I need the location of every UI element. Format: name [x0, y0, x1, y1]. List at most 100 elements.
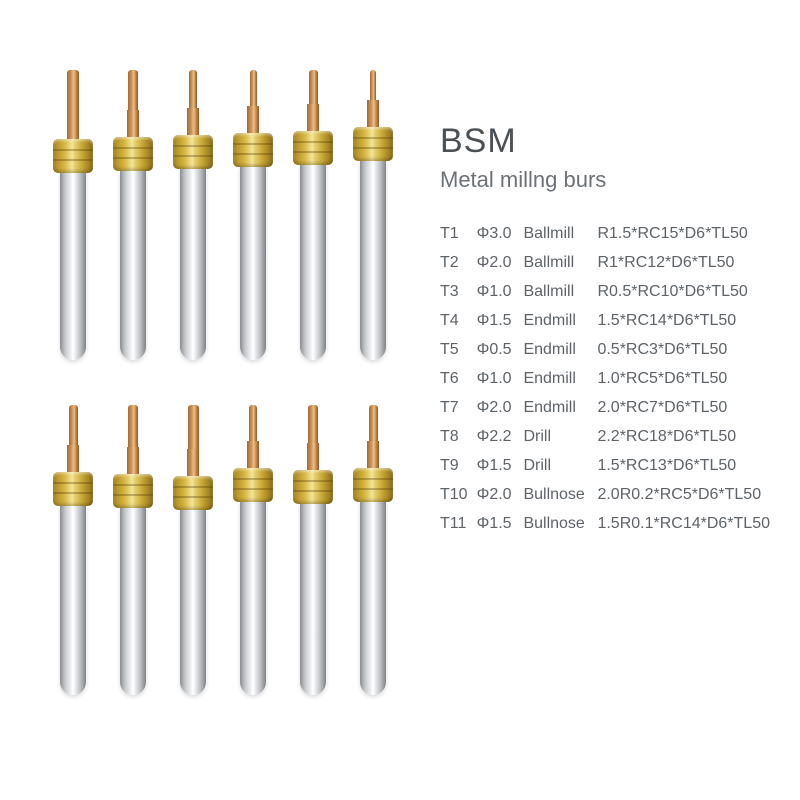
milling-bit [350, 405, 396, 695]
spec-dimensions: 1.5R0.1*RC14*D6*TL50 [597, 509, 770, 538]
bit-tip [250, 70, 257, 106]
bit-row-bottom [50, 405, 420, 695]
spec-diameter: Φ0.5 [477, 335, 524, 364]
spec-id: T7 [440, 393, 477, 422]
milling-bit [230, 405, 276, 695]
bit-tip [308, 405, 318, 443]
spec-diameter: Φ1.0 [477, 364, 524, 393]
bit-tip [188, 405, 199, 449]
bit-tip [128, 70, 138, 110]
bit-tip [189, 70, 197, 108]
bit-collar [233, 468, 273, 502]
bit-tip [69, 405, 78, 445]
spec-row: T6Φ1.0Endmill1.0*RC5*D6*TL50 [440, 364, 770, 393]
spec-type: Drill [523, 451, 597, 480]
bit-neck [67, 112, 79, 140]
spec-diameter: Φ1.5 [477, 451, 524, 480]
bit-collar [53, 472, 93, 506]
spec-diameter: Φ1.5 [477, 509, 524, 538]
bit-collar [113, 474, 153, 508]
milling-bit [110, 405, 156, 695]
bit-collar [113, 137, 153, 171]
bit-shaft [120, 507, 146, 695]
page-container: BSM Metal millng burs T1Φ3.0BallmillR1.5… [0, 0, 800, 800]
spec-type: Drill [523, 422, 597, 451]
bit-collar [353, 127, 393, 161]
bit-shaft [60, 172, 86, 360]
spec-dimensions: R1*RC12*D6*TL50 [597, 248, 770, 277]
info-panel: BSM Metal millng burs T1Φ3.0BallmillR1.5… [420, 50, 770, 750]
spec-diameter: Φ2.0 [477, 248, 524, 277]
milling-bit [50, 405, 96, 695]
bit-collar [293, 131, 333, 165]
milling-bit [290, 70, 336, 360]
spec-type: Endmill [523, 306, 597, 335]
bit-shaft [360, 501, 386, 695]
spec-diameter: Φ1.0 [477, 277, 524, 306]
spec-table: T1Φ3.0BallmillR1.5*RC15*D6*TL50T2Φ2.0Bal… [440, 219, 770, 538]
spec-type: Bullnose [523, 509, 597, 538]
spec-dimensions: 2.2*RC18*D6*TL50 [597, 422, 770, 451]
spec-row: T3Φ1.0BallmillR0.5*RC10*D6*TL50 [440, 277, 770, 306]
bit-neck [127, 110, 139, 138]
bit-neck [247, 441, 259, 469]
product-subtitle: Metal millng burs [440, 167, 770, 193]
bit-row-top [50, 70, 420, 360]
spec-dimensions: 0.5*RC3*D6*TL50 [597, 335, 770, 364]
bit-neck [307, 104, 319, 132]
bit-collar [353, 468, 393, 502]
spec-diameter: Φ2.0 [477, 480, 524, 509]
bit-collar [53, 139, 93, 173]
bit-tip [370, 70, 376, 100]
bit-neck [187, 108, 199, 136]
bit-shaft [240, 501, 266, 695]
spec-diameter: Φ2.0 [477, 393, 524, 422]
bit-tip [249, 405, 257, 441]
spec-row: T1Φ3.0BallmillR1.5*RC15*D6*TL50 [440, 219, 770, 248]
spec-id: T8 [440, 422, 477, 451]
spec-dimensions: 1.5*RC14*D6*TL50 [597, 306, 770, 335]
spec-dimensions: R0.5*RC10*D6*TL50 [597, 277, 770, 306]
bit-collar [173, 476, 213, 510]
bit-tip [67, 70, 79, 112]
milling-bit [170, 405, 216, 695]
bit-shaft [300, 164, 326, 360]
bit-shaft [60, 505, 86, 695]
product-title: BSM [440, 122, 770, 161]
bit-tip [128, 405, 138, 447]
bit-shaft [360, 160, 386, 360]
milling-bit [290, 405, 336, 695]
bit-shaft [240, 166, 266, 360]
spec-dimensions: 2.0R0.2*RC5*D6*TL50 [597, 480, 770, 509]
spec-id: T1 [440, 219, 477, 248]
bits-illustration-panel [50, 50, 420, 750]
bit-shaft [300, 503, 326, 695]
bit-neck [127, 447, 139, 475]
bit-shaft [180, 509, 206, 695]
spec-type: Endmill [523, 364, 597, 393]
spec-type: Ballmill [523, 277, 597, 306]
spec-diameter: Φ1.5 [477, 306, 524, 335]
spec-type: Ballmill [523, 219, 597, 248]
spec-type: Ballmill [523, 248, 597, 277]
spec-row: T11Φ1.5Bullnose1.5R0.1*RC14*D6*TL50 [440, 509, 770, 538]
bit-shaft [120, 170, 146, 360]
spec-dimensions: 1.5*RC13*D6*TL50 [597, 451, 770, 480]
spec-type: Bullnose [523, 480, 597, 509]
spec-dimensions: 1.0*RC5*D6*TL50 [597, 364, 770, 393]
milling-bit [50, 70, 96, 360]
spec-type: Endmill [523, 393, 597, 422]
spec-dimensions: 2.0*RC7*D6*TL50 [597, 393, 770, 422]
spec-row: T9Φ1.5Drill1.5*RC13*D6*TL50 [440, 451, 770, 480]
spec-row: T4Φ1.5Endmill1.5*RC14*D6*TL50 [440, 306, 770, 335]
spec-dimensions: R1.5*RC15*D6*TL50 [597, 219, 770, 248]
spec-row: T5Φ0.5Endmill0.5*RC3*D6*TL50 [440, 335, 770, 364]
bit-neck [307, 443, 319, 471]
spec-id: T11 [440, 509, 477, 538]
bit-collar [293, 470, 333, 504]
spec-id: T3 [440, 277, 477, 306]
spec-id: T5 [440, 335, 477, 364]
spec-row: T7Φ2.0Endmill2.0*RC7*D6*TL50 [440, 393, 770, 422]
milling-bit [350, 70, 396, 360]
spec-type: Endmill [523, 335, 597, 364]
